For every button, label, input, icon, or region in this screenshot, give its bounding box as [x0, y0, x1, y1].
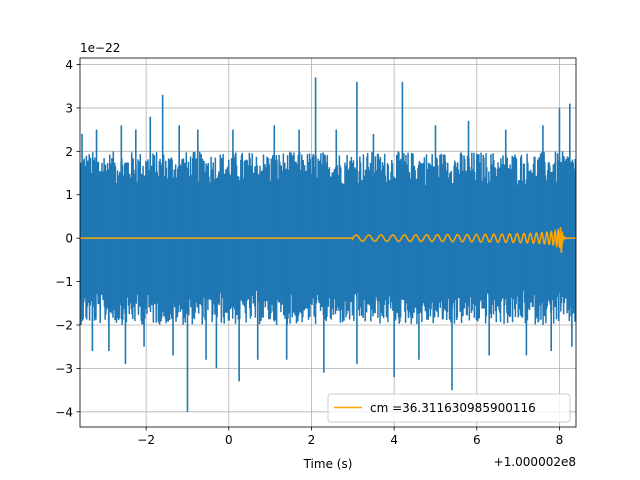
x-axis-label: Time (s) [303, 457, 353, 471]
x-tick-label: 0 [225, 433, 233, 447]
y-tick-label: −3 [55, 362, 73, 376]
series-layer [80, 77, 576, 412]
y-tick-label: −2 [55, 318, 73, 332]
x-tick-label: 8 [556, 433, 564, 447]
axes-frame [79, 57, 577, 428]
x-tick-label: −2 [137, 433, 155, 447]
y-tick-label: −4 [55, 405, 73, 419]
legend-entry-label: cm =36.311630985900116 [370, 401, 536, 415]
y-tick-label: 3 [65, 101, 73, 115]
y-tick-label: 1 [65, 188, 73, 202]
legend: cm =36.311630985900116 [327, 393, 571, 423]
series-noise-line [80, 151, 576, 325]
y-tick-label: −1 [55, 275, 73, 289]
y-tick-label: 2 [65, 145, 73, 159]
x-offset-label: +1.000002e8 [494, 455, 576, 469]
y-tick-label: 4 [65, 58, 73, 72]
ticks: −2 0 2 4 6 8 −4 −3 −2 −1 0 1 2 3 4 [55, 58, 563, 447]
y-scale-label: 1e−22 [80, 41, 120, 55]
legend-box [327, 393, 571, 423]
series-chirp-line [80, 227, 576, 253]
x-tick-label: 2 [308, 433, 316, 447]
y-tick-label: 0 [65, 232, 73, 246]
x-tick-label: 6 [473, 433, 481, 447]
x-tick-label: 4 [390, 433, 398, 447]
